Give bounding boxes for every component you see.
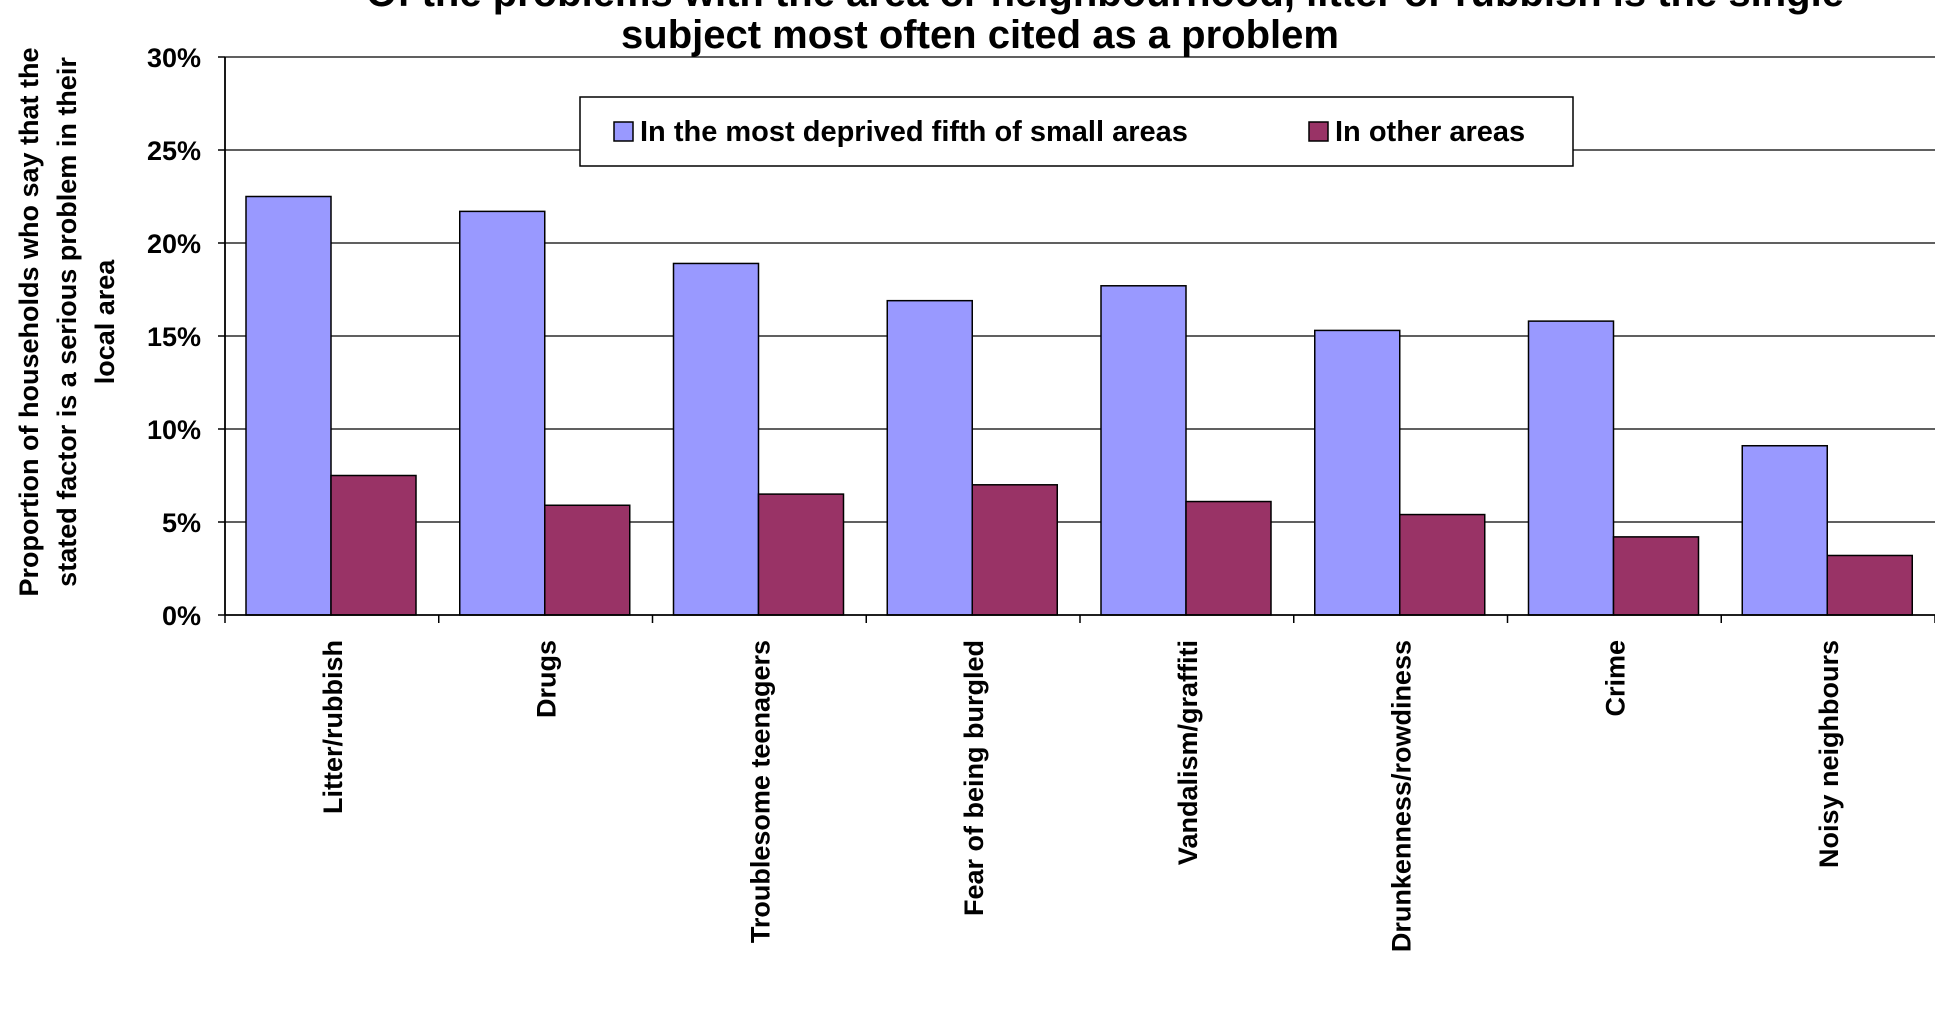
chart-title-line-2: subject most often cited as a problem (621, 13, 1339, 57)
bar-deprived (1741, 444, 1828, 616)
x-category-label: Drugs (532, 640, 562, 718)
y-tick-label: 5% (162, 508, 201, 538)
y-tick-label: 30% (147, 43, 201, 73)
x-category-label: Noisy neighbours (1814, 640, 1844, 868)
x-category-label: Crime (1600, 640, 1630, 717)
bar-other (1612, 536, 1700, 616)
legend-label-other: In other areas (1335, 116, 1525, 148)
bar-deprived (886, 299, 973, 616)
chart-title-line-1: Of the problems with the area or neighbo… (366, 0, 1844, 15)
legend-label-deprived: In the most deprived fifth of small area… (640, 116, 1188, 148)
legend-swatch-deprived (613, 121, 634, 142)
legend: In the most deprived fifth of small area… (579, 96, 1574, 167)
x-category-label: Drunkenness/rowdiness (1387, 640, 1417, 952)
y-axis-label-line-1: Proportion of households who say that th… (14, 47, 44, 596)
x-category-label: Troublesome teenagers (745, 640, 775, 943)
bar-other (544, 504, 631, 616)
y-axis-label-line-3: local area (90, 259, 120, 385)
bar-other (330, 474, 417, 616)
bar-deprived (1314, 329, 1401, 616)
x-category-label: Litter/rubbish (318, 640, 348, 814)
chart-title: Of the problems with the area or neighbo… (366, 0, 1844, 57)
y-tick-label: 0% (162, 601, 201, 631)
x-category-label: Vandalism/graffiti (1173, 640, 1203, 865)
bar-deprived (1527, 320, 1615, 616)
bar-deprived (245, 195, 332, 616)
y-tick-label: 15% (147, 322, 201, 352)
bars (245, 195, 1913, 616)
y-axis-ticks: 0% 5% 10% 15% 20% 25% 30% (147, 43, 225, 631)
axes (224, 57, 1935, 623)
y-tick-label: 20% (147, 229, 201, 259)
y-tick-label: 10% (147, 415, 201, 445)
y-axis-label-line-2: stated factor is a serious problem in th… (52, 57, 82, 587)
bar-deprived (459, 210, 546, 616)
bar-other (1399, 513, 1486, 616)
bar-other (971, 484, 1058, 616)
bar-other (1826, 554, 1913, 616)
bar-deprived (672, 262, 760, 616)
legend-swatch-other (1308, 121, 1329, 142)
x-category-label: Fear of being burgled (959, 640, 989, 916)
bar-other (757, 493, 845, 616)
x-axis-labels: Litter/rubbish Drugs Troublesome teenagers… (318, 640, 1844, 952)
bar-deprived (1100, 285, 1187, 616)
legend-box (579, 96, 1574, 167)
y-axis-label: Proportion of households who say that th… (14, 47, 120, 596)
y-tick-label: 25% (147, 136, 201, 166)
bar-other (1185, 500, 1272, 616)
